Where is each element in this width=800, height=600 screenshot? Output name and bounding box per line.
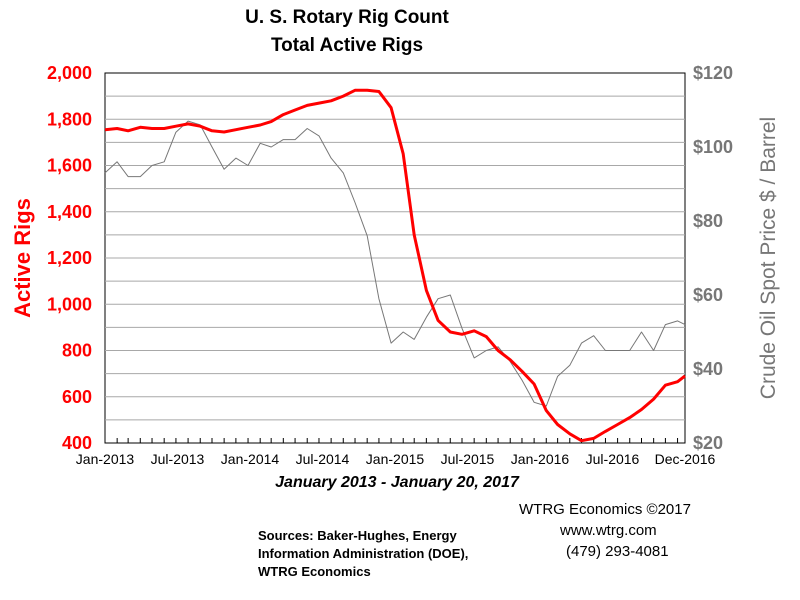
rig-count-line bbox=[104, 88, 686, 443]
sources-line-1: Sources: Baker-Hughes, Energy bbox=[258, 528, 457, 543]
left-tick-label: 1,400 bbox=[47, 202, 92, 222]
left-tick-label: 1,000 bbox=[47, 294, 92, 314]
left-axis-label: Active Rigs bbox=[10, 198, 35, 318]
credit-website: www.wtrg.com bbox=[560, 522, 657, 539]
right-tick-label: $100 bbox=[693, 137, 733, 157]
left-tick-label: 2,000 bbox=[47, 63, 92, 83]
x-tick-label: Dec-2016 bbox=[655, 451, 716, 467]
series-lines bbox=[104, 88, 686, 443]
chart-subtitle: Total Active Rigs bbox=[271, 35, 423, 56]
right-tick-label: $20 bbox=[693, 433, 723, 453]
axis-ticks bbox=[104, 438, 679, 443]
right-tick-label: $60 bbox=[693, 285, 723, 305]
left-tick-label: 1,600 bbox=[47, 156, 92, 176]
right-axis-label: Crude Oil Spot Price $ / Barrel bbox=[757, 117, 780, 399]
credit-company: WTRG Economics ©2017 bbox=[519, 501, 691, 518]
x-tick-label: Jan-2015 bbox=[366, 451, 425, 467]
chart-title: U. S. Rotary Rig Count bbox=[245, 7, 449, 28]
left-tick-label: 600 bbox=[62, 387, 92, 407]
sources-line-3: WTRG Economics bbox=[258, 564, 371, 579]
right-tick-label: $120 bbox=[693, 63, 733, 83]
left-tick-label: 1,200 bbox=[47, 248, 92, 268]
credit-phone: (479) 293-4081 bbox=[566, 543, 669, 560]
x-tick-label: Jan-2013 bbox=[76, 451, 135, 467]
x-tick-label: Jul-2015 bbox=[441, 451, 495, 467]
right-tick-label: $40 bbox=[693, 359, 723, 379]
right-tick-label: $80 bbox=[693, 211, 723, 231]
left-tick-label: 1,800 bbox=[47, 109, 92, 129]
x-tick-label: Jul-2016 bbox=[586, 451, 640, 467]
gridlines bbox=[105, 95, 685, 421]
x-tick-label: Jul-2014 bbox=[296, 451, 350, 467]
x-tick-label: Jul-2013 bbox=[151, 451, 205, 467]
tick-labels: 2,000 1,800 1,600 1,400 1,200 1,000 800 600 400 $… bbox=[47, 63, 733, 467]
left-tick-label: 400 bbox=[62, 433, 92, 453]
sources-line-2: Information Administration (DOE), bbox=[258, 546, 469, 561]
x-tick-label: Jan-2014 bbox=[221, 451, 280, 467]
x-axis-label: January 2013 - January 20, 2017 bbox=[275, 474, 520, 491]
x-tick-label: Jan-2016 bbox=[511, 451, 570, 467]
left-tick-label: 800 bbox=[62, 341, 92, 361]
